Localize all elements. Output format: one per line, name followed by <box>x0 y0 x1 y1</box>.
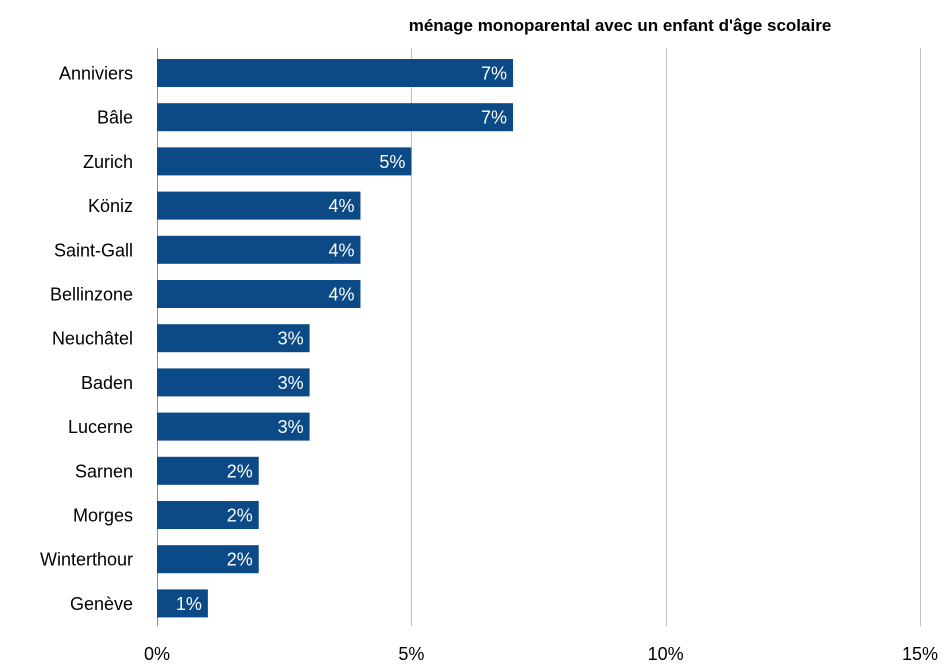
data-label: 4% <box>328 240 354 260</box>
x-tick-label: 0% <box>144 644 170 664</box>
bar <box>157 545 259 574</box>
bar <box>157 501 259 529</box>
bar <box>157 324 310 353</box>
data-label: 3% <box>278 373 304 393</box>
category-label: Sarnen <box>75 461 133 481</box>
data-label: 4% <box>328 196 354 216</box>
x-tick-label: 10% <box>648 644 684 664</box>
bars: 7% 7% 5% 4% 4% 4% 3% 3% 3% 2% 2% 2% 1% <box>157 59 514 618</box>
bar <box>157 147 412 176</box>
data-label: 7% <box>481 108 507 128</box>
category-label: Anniviers <box>59 64 133 84</box>
category-label: Neuchâtel <box>52 329 133 349</box>
category-label: Winterthour <box>40 550 133 570</box>
data-label: 3% <box>278 417 304 437</box>
bar <box>157 191 361 220</box>
category-label: Bellinzone <box>50 285 133 305</box>
bar <box>157 280 361 308</box>
chart-title: ménage monoparental avec un enfant d'âge… <box>409 16 832 35</box>
x-tick-label: 5% <box>398 644 424 664</box>
data-label: 7% <box>481 64 507 84</box>
data-label: 4% <box>328 285 354 305</box>
bar <box>157 412 310 441</box>
data-label: 1% <box>176 594 202 614</box>
bar <box>157 103 514 132</box>
data-label: 3% <box>278 329 304 349</box>
category-label: Köniz <box>88 196 133 216</box>
bar <box>157 368 310 397</box>
category-label: Lucerne <box>68 417 133 437</box>
category-label: Zurich <box>83 152 133 172</box>
bar <box>157 589 208 618</box>
category-labels: Anniviers Bâle Zurich Köniz Saint-Gall Bellin… <box>40 64 133 614</box>
category-label: Saint-Gall <box>54 240 133 260</box>
data-label: 5% <box>379 152 405 172</box>
data-label: 2% <box>227 506 253 526</box>
bar <box>157 235 361 264</box>
category-label: Baden <box>81 373 133 393</box>
x-axis-tick-labels: 0% 5% 10% 15% <box>144 644 938 664</box>
category-label: Genève <box>70 594 133 614</box>
bar <box>157 456 259 485</box>
category-label: Bâle <box>97 108 133 128</box>
data-label: 2% <box>227 461 253 481</box>
x-tick-label: 15% <box>902 644 938 664</box>
category-label: Morges <box>73 506 133 526</box>
data-label: 2% <box>227 550 253 570</box>
bar <box>157 59 514 87</box>
